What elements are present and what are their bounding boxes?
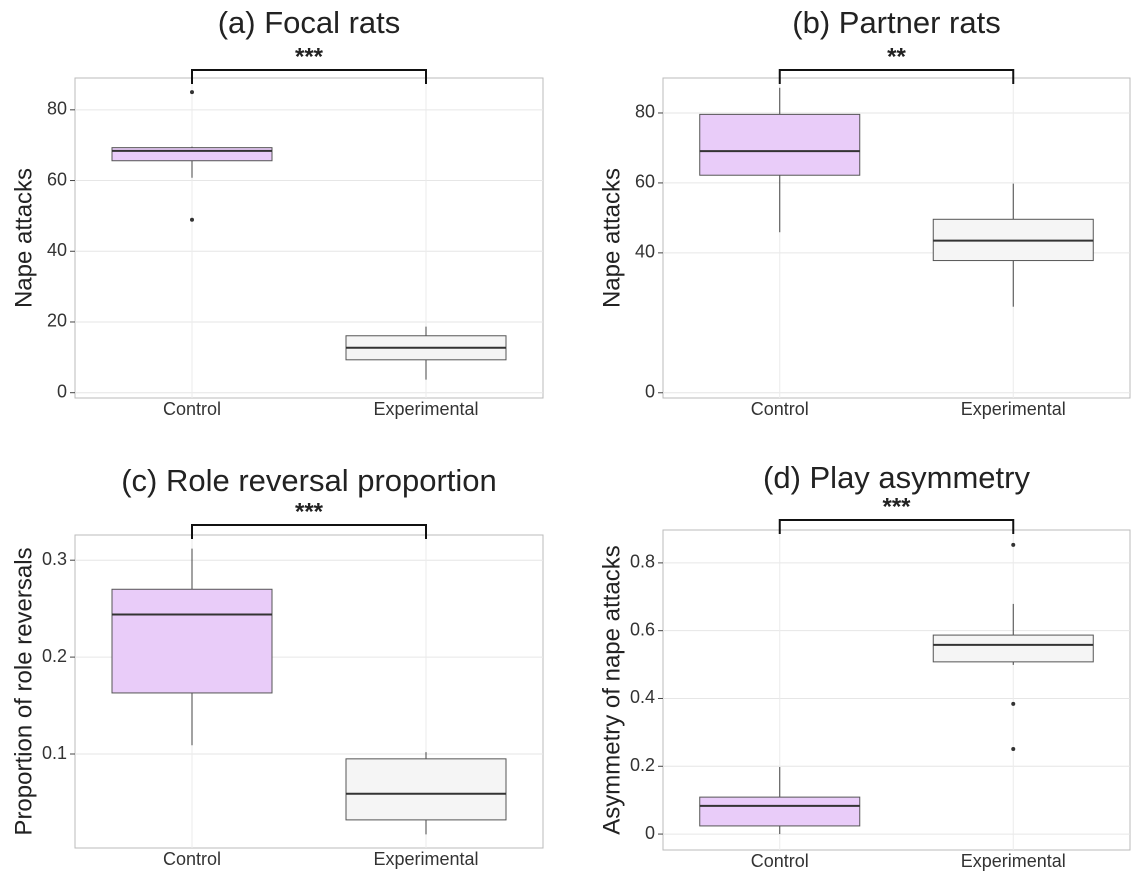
box [346, 759, 506, 820]
y-tick-label: 0.1 [42, 743, 67, 763]
y-tick-label: 60 [47, 169, 67, 189]
y-tick-label: 0 [645, 823, 655, 843]
y-tick-label: 60 [635, 172, 655, 192]
chart-title: (d) Play asymmetry [763, 460, 1030, 495]
y-tick-label: 0 [57, 381, 67, 401]
x-tick-label: Experimental [961, 851, 1066, 871]
box [700, 797, 860, 826]
x-tick-label: Control [163, 849, 221, 869]
outlier [1011, 702, 1015, 706]
y-tick-label: 80 [47, 99, 67, 119]
chart-title: (b) Partner rats [792, 5, 1000, 40]
y-tick-label: 80 [635, 102, 655, 122]
chart-title: (a) Focal rats [218, 5, 401, 40]
significance-label: *** [295, 43, 324, 70]
box [933, 635, 1093, 662]
y-tick-label: 0.8 [630, 552, 655, 572]
significance-label: *** [295, 498, 324, 525]
box [112, 148, 272, 161]
y-tick-label: 40 [47, 240, 67, 260]
significance-label: ** [887, 43, 906, 70]
y-axis-label: Proportion of role reversals [10, 547, 37, 835]
figure: (a) Focal rats Nape attacks 0 20 40 60 80 Contr… [0, 0, 1133, 876]
chart-title: (c) Role reversal proportion [121, 463, 497, 498]
outlier [1011, 747, 1015, 751]
y-tick-label: 0.2 [630, 755, 655, 775]
y-tick-label: 0.6 [630, 619, 655, 639]
box [700, 114, 860, 175]
y-tick-label: 0.4 [630, 687, 655, 707]
x-tick-label: Experimental [373, 399, 478, 419]
box [112, 589, 272, 693]
outlier [190, 90, 194, 94]
y-tick-label: 0.3 [42, 549, 67, 569]
y-tick-label: 40 [635, 242, 655, 262]
significance-label: *** [882, 493, 911, 520]
y-axis-label: Nape attacks [10, 168, 37, 308]
y-tick-label: 0 [645, 382, 655, 402]
outlier [190, 218, 194, 222]
y-axis-label: Nape attacks [598, 168, 625, 308]
x-tick-label: Control [751, 851, 809, 871]
outlier [1011, 543, 1015, 547]
x-tick-label: Experimental [961, 399, 1066, 419]
x-tick-label: Control [163, 399, 221, 419]
y-axis-label: Asymmetry of nape attacks [598, 545, 625, 834]
x-tick-label: Control [751, 399, 809, 419]
y-tick-label: 0.2 [42, 646, 67, 666]
x-tick-label: Experimental [373, 849, 478, 869]
y-tick-label: 20 [47, 311, 67, 331]
